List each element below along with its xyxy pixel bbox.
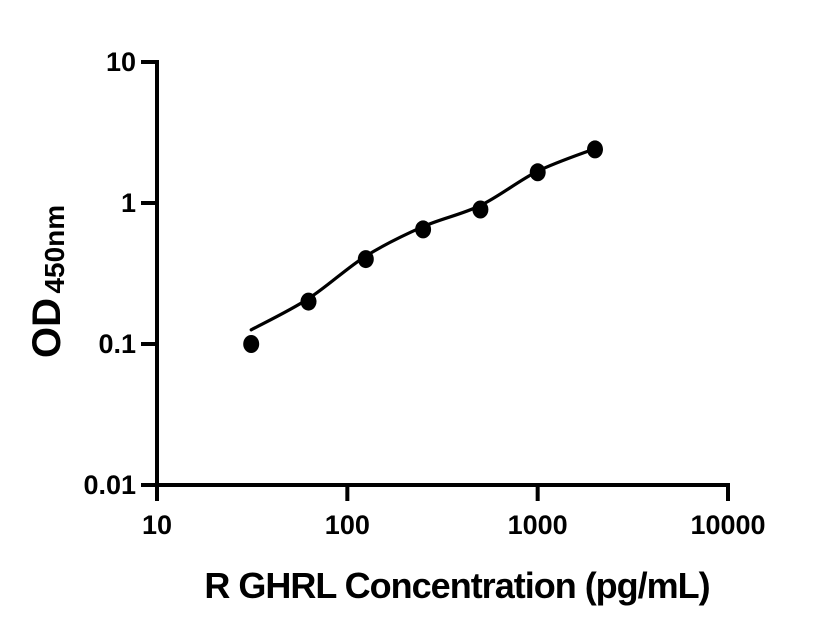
data-point xyxy=(587,140,603,159)
axes xyxy=(155,60,730,501)
data-point xyxy=(243,335,260,353)
x-axis-ticks xyxy=(155,485,730,501)
y-axis-title-subscript: 450nm xyxy=(39,205,70,294)
y-axis-ticks xyxy=(141,60,157,487)
y-tick-label: 1 xyxy=(121,188,136,218)
data-points xyxy=(243,140,603,353)
data-point xyxy=(357,250,374,269)
x-axis-tick-labels: 10 100 1000 10000 xyxy=(142,510,766,540)
x-tick-label: 1000 xyxy=(508,510,568,540)
data-point xyxy=(300,292,317,311)
x-axis-title: R GHRL Concentration (pg/mL) xyxy=(204,565,709,606)
x-tick-label: 10000 xyxy=(690,510,765,540)
y-tick-label: 0.01 xyxy=(83,470,136,500)
y-axis-title-main: OD xyxy=(25,298,69,358)
y-tick-label: 10 xyxy=(106,47,136,77)
y-tick-label: 0.1 xyxy=(98,329,136,359)
x-tick-label: 100 xyxy=(325,510,370,540)
y-axis-tick-labels: 10 1 0.1 0.01 xyxy=(83,47,136,500)
y-axis-title: OD 450nm xyxy=(25,205,70,358)
data-point xyxy=(415,220,432,239)
data-point xyxy=(472,200,489,219)
data-point xyxy=(529,163,546,182)
x-tick-label: 10 xyxy=(142,510,172,540)
